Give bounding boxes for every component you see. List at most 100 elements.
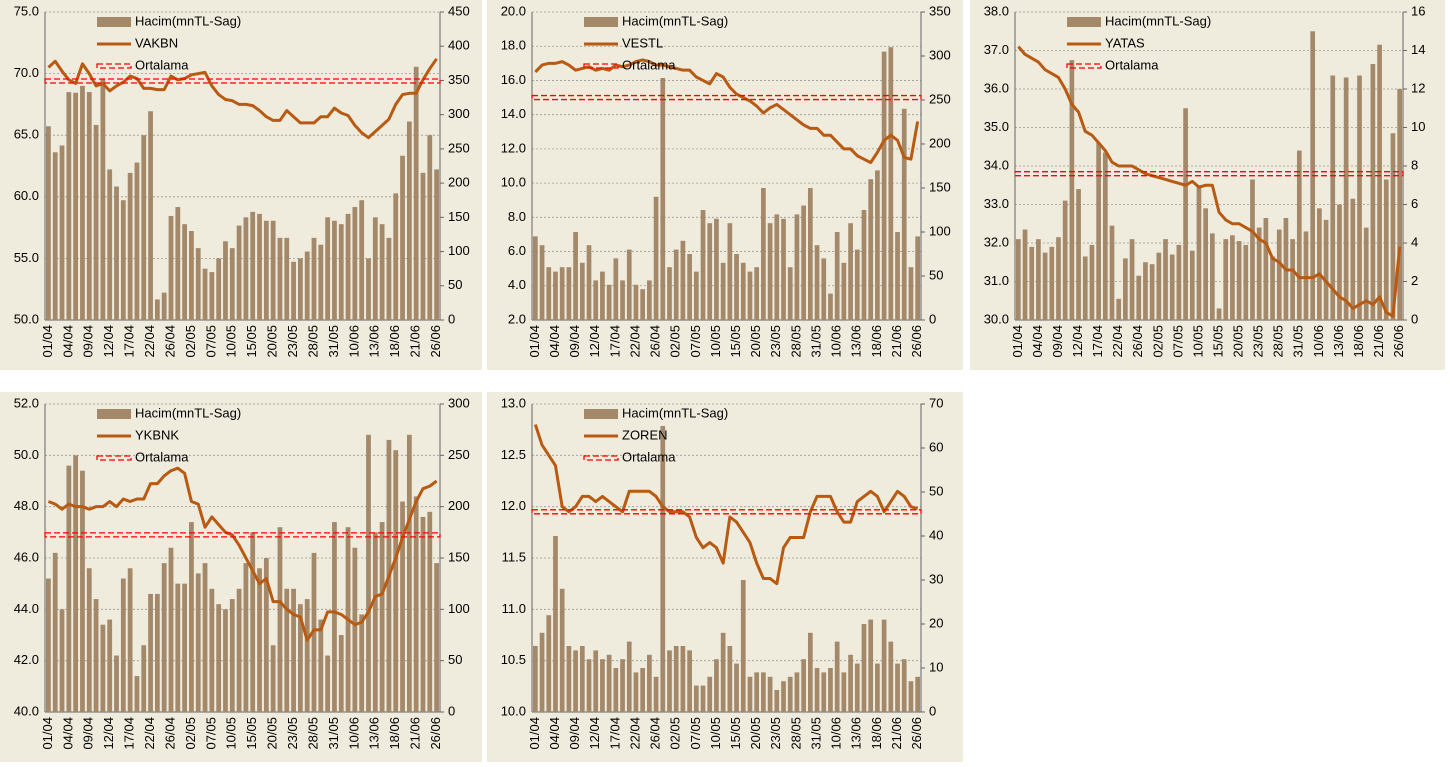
bar bbox=[154, 299, 160, 320]
x-tick-label: 07/05 bbox=[203, 325, 218, 358]
legend-label: ZOREN bbox=[622, 427, 668, 442]
x-tick-label: 31/05 bbox=[808, 325, 823, 358]
legend-swatch bbox=[584, 409, 618, 419]
bar bbox=[127, 568, 133, 712]
bar bbox=[1303, 231, 1309, 320]
bar bbox=[861, 624, 867, 712]
bar bbox=[774, 690, 780, 712]
bar bbox=[653, 676, 659, 712]
bar bbox=[1250, 179, 1255, 320]
bar bbox=[754, 267, 760, 320]
bar bbox=[1330, 75, 1336, 321]
bar bbox=[400, 155, 405, 320]
bar bbox=[236, 588, 242, 712]
y2-tick-label: 12 bbox=[1411, 80, 1425, 95]
bar bbox=[257, 213, 262, 320]
bar bbox=[600, 271, 605, 320]
bar bbox=[1076, 189, 1081, 320]
bar bbox=[379, 224, 385, 320]
x-tick-label: 01/04 bbox=[40, 325, 55, 358]
bar bbox=[734, 254, 739, 320]
bar bbox=[141, 645, 147, 712]
bar bbox=[700, 685, 706, 712]
bar bbox=[1176, 244, 1182, 320]
bar bbox=[868, 619, 874, 712]
bar bbox=[393, 193, 399, 320]
bar bbox=[613, 258, 619, 320]
x-tick-label: 15/05 bbox=[244, 717, 259, 750]
bar bbox=[875, 663, 880, 712]
average-line bbox=[531, 94, 922, 101]
x-tick-label: 13/06 bbox=[1331, 325, 1346, 358]
bar bbox=[901, 108, 907, 320]
bar bbox=[895, 232, 900, 320]
bar bbox=[1343, 77, 1349, 320]
x-tick-label: 21/06 bbox=[408, 325, 423, 358]
bar bbox=[243, 563, 249, 712]
legend-label: Hacim(mnTL-Sag) bbox=[135, 13, 241, 28]
chart-panel: 50.0 55.0 60.0 65.0 70.0 75.0 0 50 100 150 200 250 3… bbox=[0, 0, 482, 370]
bar bbox=[693, 271, 699, 320]
bar bbox=[127, 172, 133, 320]
y-tick-label: 11.5 bbox=[502, 549, 526, 564]
bar bbox=[841, 262, 847, 320]
bar bbox=[660, 426, 666, 712]
bar bbox=[175, 583, 181, 712]
legend-label: YKBNK bbox=[135, 427, 179, 442]
bar bbox=[834, 641, 840, 712]
y-tick-label: 38.0 bbox=[984, 3, 1009, 18]
bar bbox=[539, 245, 545, 320]
x-tick-label: 31/05 bbox=[808, 717, 823, 750]
y-tick-label: 20.0 bbox=[501, 3, 526, 18]
chart-panel: 2.0 4.0 6.0 8.0 10.0 12.0 14.0 16.0 18.0 20.0 0 50 1… bbox=[487, 0, 963, 370]
bar bbox=[626, 641, 632, 712]
x-tick-label: 17/04 bbox=[122, 325, 137, 358]
y-tick-label: 12.0 bbox=[501, 140, 526, 155]
bar bbox=[1096, 142, 1101, 320]
x-tick-label: 09/04 bbox=[81, 717, 96, 750]
bar bbox=[895, 663, 900, 712]
bar bbox=[707, 676, 713, 712]
bar bbox=[1116, 298, 1122, 320]
y-tick-label: 33.0 bbox=[984, 196, 1009, 211]
bar bbox=[754, 672, 760, 712]
x-tick-label: 26/04 bbox=[162, 325, 177, 358]
x-tick-label: 26/04 bbox=[1130, 325, 1145, 358]
bar bbox=[73, 455, 79, 712]
y-tick-label: 48.0 bbox=[14, 498, 39, 513]
bar bbox=[1029, 246, 1035, 320]
bar bbox=[332, 220, 337, 320]
legend-label: Ortalama bbox=[135, 449, 189, 464]
bar bbox=[586, 245, 592, 320]
y-tick-label: 46.0 bbox=[14, 549, 39, 564]
x-tick-label: 26/06 bbox=[909, 717, 924, 750]
bar bbox=[854, 663, 860, 712]
bar bbox=[1089, 244, 1095, 320]
bar bbox=[325, 217, 331, 320]
bar bbox=[700, 210, 706, 320]
bar bbox=[120, 200, 126, 320]
bar bbox=[533, 646, 538, 712]
bar bbox=[107, 619, 113, 712]
bar bbox=[229, 248, 235, 320]
bar bbox=[1317, 208, 1322, 320]
bar bbox=[223, 241, 228, 320]
bar bbox=[714, 218, 719, 320]
bar bbox=[311, 237, 317, 320]
bar bbox=[202, 563, 208, 712]
average-line bbox=[1014, 171, 1404, 177]
y2-tick-label: 30 bbox=[929, 571, 943, 586]
y2-tick-label: 350 bbox=[448, 72, 470, 87]
bar bbox=[1377, 44, 1382, 320]
price-line bbox=[1017, 45, 1402, 318]
x-tick-label: 15/05 bbox=[728, 717, 743, 750]
x-tick-label: 23/05 bbox=[285, 325, 300, 358]
bar bbox=[1022, 229, 1028, 320]
bar bbox=[794, 214, 800, 320]
bar bbox=[379, 522, 385, 712]
bar bbox=[734, 663, 739, 712]
bar bbox=[291, 588, 296, 712]
bar bbox=[875, 170, 880, 320]
legend-swatch bbox=[1066, 63, 1102, 69]
legend-label: Hacim(mnTL-Sag) bbox=[1105, 13, 1211, 28]
